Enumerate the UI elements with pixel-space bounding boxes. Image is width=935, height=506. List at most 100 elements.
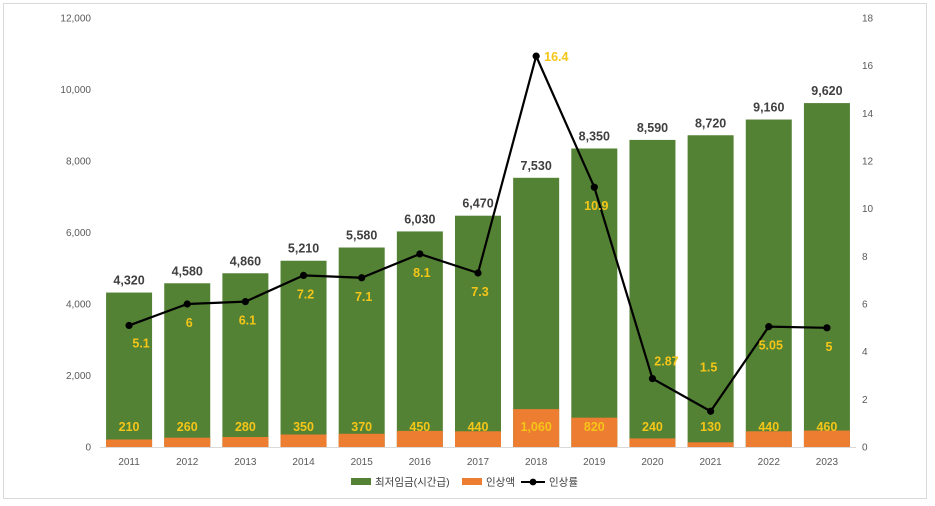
x-axis-tick-label: 2015 — [351, 457, 374, 468]
wage-bar — [280, 260, 327, 447]
x-axis-tick-label: 2012 — [176, 457, 199, 468]
right-axis-tick-label: 18 — [862, 14, 874, 25]
wage-bar — [513, 177, 560, 448]
rate-data-label: 6 — [186, 316, 193, 330]
x-axis-tick-label: 2014 — [292, 457, 315, 468]
legend-rate-label: 인상률 — [549, 477, 578, 489]
left-axis-tick-label: 4,000 — [66, 300, 91, 311]
legend-wage-swatch — [351, 478, 371, 485]
rate-point — [648, 374, 657, 383]
wage-data-label: 8,590 — [637, 121, 668, 135]
increase-bar — [571, 417, 618, 447]
increase-bar — [106, 439, 153, 447]
wage-data-label: 8,350 — [579, 129, 610, 143]
increase-data-label: 450 — [409, 420, 430, 434]
rate-point — [125, 321, 133, 330]
rate-data-label: 5.1 — [132, 336, 149, 350]
left-axis-tick-label: 0 — [85, 443, 91, 454]
increase-bar — [803, 430, 850, 447]
rate-data-label: 10.9 — [584, 199, 608, 213]
legend-increase-swatch — [462, 478, 482, 485]
legend-increase-label: 인상액 — [486, 477, 515, 489]
right-axis-tick-label: 16 — [862, 61, 874, 72]
wage-data-label: 4,320 — [113, 274, 144, 288]
right-axis-tick-label: 0 — [862, 443, 868, 454]
wage-bar — [396, 231, 443, 447]
rate-point — [183, 300, 191, 308]
increase-data-label: 280 — [235, 420, 256, 434]
rate-point — [416, 250, 424, 258]
wage-bar — [455, 215, 501, 447]
rate-point — [299, 271, 308, 279]
increase-data-label: 210 — [119, 420, 140, 434]
wage-data-label: 5,210 — [288, 242, 319, 256]
rate-point — [241, 298, 249, 306]
x-axis-tick-label: 2011 — [118, 457, 140, 468]
left-axis-tick-label: 2,000 — [66, 371, 91, 382]
rate-data-label: 5 — [825, 340, 832, 354]
rate-point — [765, 323, 773, 331]
left-axis-tick-label: 8,000 — [66, 157, 91, 168]
rate-point — [532, 52, 540, 60]
increase-bar — [280, 434, 327, 447]
legend-rate-marker — [529, 478, 537, 486]
rate-data-label: 6.1 — [239, 314, 256, 328]
wage-bar — [106, 292, 153, 447]
increase-data-label: 440 — [468, 420, 489, 434]
rate-point — [823, 324, 831, 332]
rate-point — [707, 407, 715, 415]
wage-data-label: 6,030 — [404, 212, 435, 226]
wage-data-label: 9,160 — [753, 101, 784, 115]
x-axis-tick-label: 2017 — [467, 457, 490, 468]
x-axis-tick-label: 2023 — [816, 457, 839, 468]
increase-bar — [338, 433, 385, 447]
rate-data-label: 16.4 — [544, 50, 568, 64]
wage-bar — [745, 119, 792, 447]
wage-data-label: 5,580 — [346, 229, 377, 243]
increase-data-label: 440 — [758, 420, 779, 434]
increase-bar — [164, 437, 211, 447]
x-axis-tick-label: 2013 — [234, 457, 257, 468]
wage-data-label: 6,470 — [462, 197, 493, 211]
rate-point — [474, 269, 482, 277]
increase-bar — [455, 431, 501, 447]
increase-bar — [745, 431, 792, 447]
wage-bar — [803, 103, 850, 448]
right-axis-tick-label: 8 — [862, 252, 868, 263]
increase-bar — [513, 409, 560, 447]
increase-bar — [687, 442, 734, 447]
rate-data-label: 7.3 — [471, 285, 488, 299]
increase-data-label: 820 — [584, 420, 605, 434]
rate-data-label: 7.2 — [297, 287, 314, 301]
right-axis-tick-label: 14 — [862, 109, 874, 120]
increase-data-label: 1,060 — [521, 420, 552, 434]
wage-data-label: 9,620 — [811, 84, 842, 98]
wage-data-label: 8,720 — [695, 116, 726, 130]
increase-data-label: 130 — [700, 420, 721, 434]
wage-data-label: 7,530 — [521, 159, 552, 173]
increase-bar — [629, 438, 676, 447]
rate-data-label: 8.1 — [413, 266, 430, 280]
increase-data-label: 350 — [293, 420, 314, 434]
legend-wage-label: 최저임금(시간급) — [375, 476, 450, 489]
wage-data-label: 4,580 — [172, 264, 203, 278]
increase-data-label: 460 — [816, 420, 837, 434]
right-axis-tick-label: 2 — [862, 395, 868, 406]
increase-bar — [222, 436, 269, 447]
rate-data-label: 1.5 — [700, 360, 717, 374]
rate-data-label: 5.05 — [759, 339, 783, 353]
wage-data-label: 4,860 — [230, 254, 261, 268]
x-axis-tick-label: 2019 — [583, 457, 606, 468]
right-axis-tick-label: 4 — [862, 347, 868, 358]
right-axis-tick-label: 12 — [862, 157, 874, 168]
right-axis-tick-label: 10 — [862, 204, 874, 215]
left-axis-tick-label: 10,000 — [60, 85, 91, 96]
right-axis-tick-label: 6 — [862, 300, 868, 311]
x-axis-tick-label: 2022 — [758, 457, 781, 468]
wage-bar — [687, 135, 734, 447]
wage-bar — [629, 139, 676, 447]
left-axis-tick-label: 6,000 — [66, 228, 91, 239]
x-axis-tick-label: 2020 — [641, 457, 664, 468]
increase-data-label: 260 — [177, 420, 198, 434]
